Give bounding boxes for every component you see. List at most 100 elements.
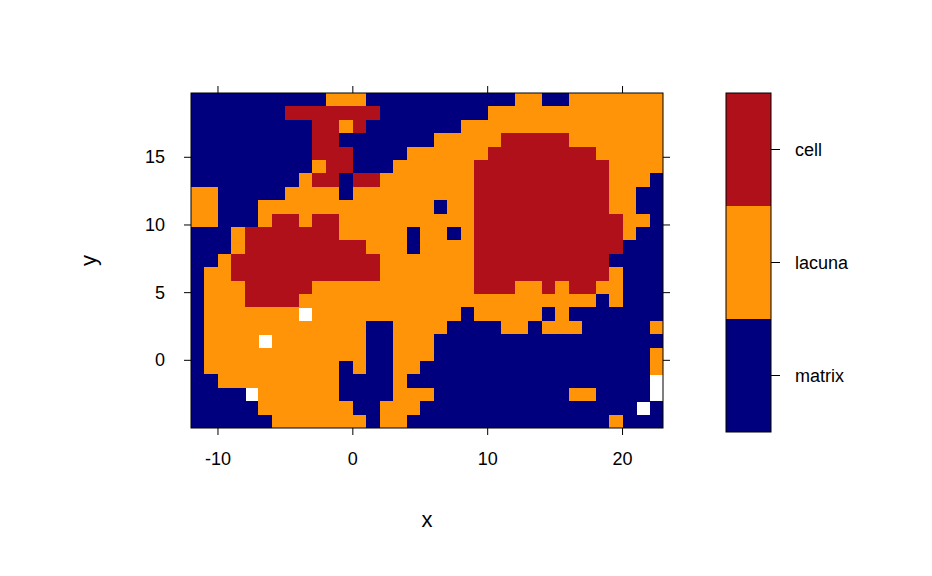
cell — [366, 374, 380, 388]
cell — [569, 120, 583, 134]
cell — [366, 93, 380, 107]
cell — [218, 321, 232, 335]
cell — [420, 254, 434, 268]
cell — [582, 147, 596, 161]
cell — [461, 267, 475, 281]
cell — [555, 214, 569, 228]
cell — [231, 120, 245, 134]
cell — [191, 321, 205, 335]
x-tick-label: 10 — [478, 449, 498, 469]
cell — [393, 106, 407, 120]
cell — [488, 93, 502, 107]
cell — [272, 160, 286, 174]
cell — [312, 374, 326, 388]
cell — [299, 415, 313, 428]
cell — [623, 240, 637, 254]
cell — [569, 214, 583, 228]
cell — [434, 401, 448, 415]
cell — [596, 106, 610, 120]
cell — [218, 120, 232, 134]
cell — [582, 415, 596, 428]
cell — [609, 214, 623, 228]
colorbar-frame — [726, 93, 771, 432]
cell — [636, 200, 650, 214]
cell — [636, 120, 650, 134]
cell — [582, 173, 596, 187]
cell — [204, 361, 218, 375]
cell — [569, 361, 583, 375]
cell — [299, 294, 313, 308]
cell — [326, 133, 340, 147]
cell — [366, 388, 380, 402]
cell — [461, 147, 475, 161]
cell — [420, 321, 434, 335]
cell — [582, 227, 596, 241]
cell — [434, 321, 448, 335]
cell — [528, 294, 542, 308]
cell — [650, 361, 663, 375]
cell — [245, 415, 259, 428]
cell — [555, 388, 569, 402]
cell — [474, 361, 488, 375]
cell — [393, 267, 407, 281]
plot-frame — [191, 93, 663, 428]
cell — [515, 281, 529, 295]
cell — [245, 321, 259, 335]
cell — [312, 106, 326, 120]
cell — [596, 173, 610, 187]
cell — [312, 348, 326, 362]
cell — [393, 227, 407, 241]
cells — [191, 93, 663, 428]
cell — [245, 120, 259, 134]
cell — [569, 93, 583, 107]
cell — [258, 147, 272, 161]
cell — [447, 227, 461, 241]
cell — [636, 173, 650, 187]
cell — [272, 147, 286, 161]
cell — [474, 294, 488, 308]
cell — [501, 374, 515, 388]
cell — [582, 294, 596, 308]
cell — [542, 415, 556, 428]
cell — [569, 294, 583, 308]
cell — [339, 173, 353, 187]
cell — [204, 374, 218, 388]
cell — [623, 294, 637, 308]
cell — [366, 200, 380, 214]
cell — [353, 388, 367, 402]
cell — [191, 415, 205, 428]
cell — [326, 267, 340, 281]
cell — [339, 348, 353, 362]
cell — [231, 294, 245, 308]
cell — [434, 294, 448, 308]
cell — [623, 267, 637, 281]
cell — [312, 267, 326, 281]
cell — [623, 334, 637, 348]
cell — [420, 227, 434, 241]
cell — [474, 267, 488, 281]
cell — [650, 321, 663, 335]
cell — [447, 240, 461, 254]
cell — [488, 173, 502, 187]
cell — [636, 267, 650, 281]
cell — [393, 214, 407, 228]
cell — [353, 294, 367, 308]
cell — [299, 267, 313, 281]
cell — [461, 214, 475, 228]
cell — [353, 267, 367, 281]
cell — [312, 240, 326, 254]
cell — [258, 267, 272, 281]
cell — [204, 214, 218, 228]
x-tick — [487, 428, 488, 435]
cell — [447, 334, 461, 348]
cell — [285, 294, 299, 308]
cell — [623, 200, 637, 214]
cell — [407, 93, 421, 107]
cell — [488, 415, 502, 428]
cell — [582, 401, 596, 415]
cell — [474, 200, 488, 214]
cell — [596, 374, 610, 388]
cell — [636, 160, 650, 174]
cell — [353, 200, 367, 214]
cell — [191, 254, 205, 268]
